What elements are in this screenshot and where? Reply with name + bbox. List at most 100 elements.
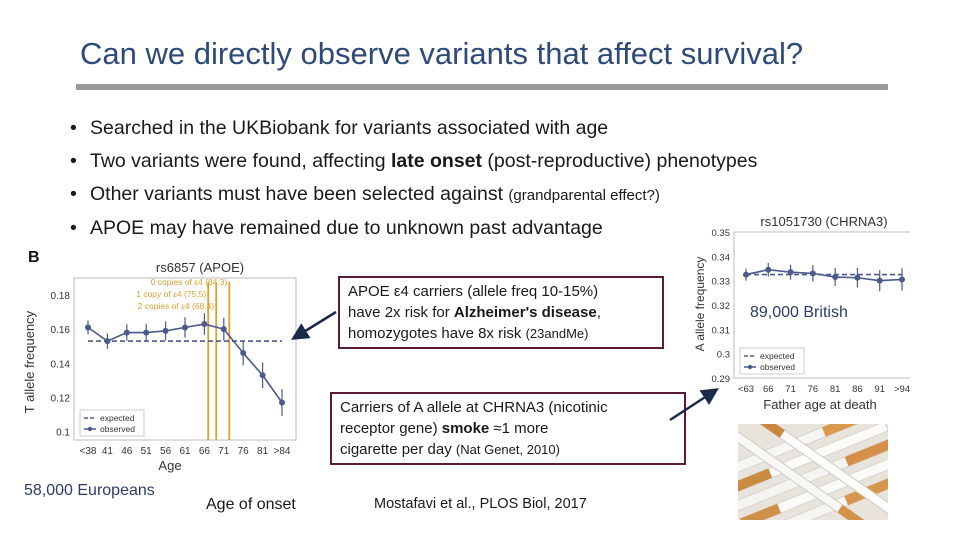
slide-title: Can we directly observe variants that af… xyxy=(80,36,804,71)
x-tick-label: >84 xyxy=(274,446,291,457)
annotation-label: 1 copy of ε4 (75.5) xyxy=(136,289,206,299)
callout-line: APOE ε4 carriers (allele freq 10-15%) xyxy=(348,283,599,300)
y-tick-label: 0.3 xyxy=(717,350,730,361)
y-tick-label: 0.31 xyxy=(712,325,731,336)
x-tick-label: 71 xyxy=(218,446,230,457)
y-tick-label: 0.14 xyxy=(51,359,71,370)
y-tick-label: 0.32 xyxy=(712,301,731,312)
annotation-label: 2 copies of ε4 (68.4) xyxy=(138,301,215,311)
data-point xyxy=(876,277,883,284)
bullet-text: APOE may have remained due to unknown pa… xyxy=(90,217,603,239)
data-point xyxy=(854,274,861,281)
y-tick-label: 0.33 xyxy=(712,277,731,288)
data-point xyxy=(259,372,266,379)
chrna3-chart: rs1051730 (CHRNA3) Father age at death A… xyxy=(693,214,910,412)
data-point xyxy=(85,324,91,331)
x-tick-label: >94 xyxy=(894,384,910,395)
callout-text: , xyxy=(596,304,601,321)
x-tick-label: 46 xyxy=(121,446,133,457)
y-tick-label: 0.29 xyxy=(712,374,731,385)
data-point xyxy=(765,266,772,273)
y-tick-label: 0.18 xyxy=(51,291,71,302)
callout-text: homozygotes have 8x risk xyxy=(348,325,526,342)
x-axis-label: Age xyxy=(158,458,181,473)
y-axis-label: A allele frequency xyxy=(693,257,707,352)
callout-line: homozygotes have 8x risk (23andMe) xyxy=(348,323,654,344)
x-tick-label: 76 xyxy=(808,384,819,395)
age-of-onset-label: Age of onset xyxy=(206,496,296,513)
data-point xyxy=(899,276,905,283)
y-tick-label: 0.34 xyxy=(712,252,731,263)
x-tick-label: <63 xyxy=(738,384,754,395)
legend-marker xyxy=(87,426,93,432)
x-tick-label: 56 xyxy=(160,446,172,457)
x-tick-label: 81 xyxy=(257,446,269,457)
bullet-item: Searched in the UKBiobank for variants a… xyxy=(70,112,757,145)
data-point xyxy=(809,270,816,277)
callout-line: have 2x risk for Alzheimer's disease, xyxy=(348,302,654,323)
legend-box xyxy=(79,409,145,437)
callout-text: ≈1 more xyxy=(489,420,549,437)
x-tick-label: <38 xyxy=(80,446,97,457)
legend-marker xyxy=(747,364,753,370)
cigarettes-photo-icon xyxy=(738,424,888,520)
chrna3-callout: Carriers of A allele at CHRNA3 (nicotini… xyxy=(330,392,686,465)
y-tick-label: 0.1 xyxy=(56,427,70,438)
x-tick-label: 86 xyxy=(852,384,863,395)
data-point xyxy=(832,274,839,281)
legend-box xyxy=(739,347,805,375)
bullet-text: Other variants must have been selected a… xyxy=(90,183,509,205)
bullet-item: Other variants must have been selected a… xyxy=(70,178,757,212)
callout-bold: Alzheimer's disease xyxy=(453,304,597,321)
x-tick-label: 51 xyxy=(141,446,153,457)
x-tick-label: 66 xyxy=(199,446,211,457)
legend-label: expected xyxy=(760,351,795,361)
y-tick-label: 0.16 xyxy=(51,325,71,336)
x-axis-label: Father age at death xyxy=(763,397,876,412)
bullet-bold: late onset xyxy=(390,150,483,172)
x-tick-label: 41 xyxy=(102,446,114,457)
callout-small: (23andMe) xyxy=(525,326,589,341)
observed-line xyxy=(745,268,903,282)
data-point xyxy=(162,327,169,334)
x-tick-label: 81 xyxy=(830,384,841,395)
bullet-item: Two variants were found, affecting late … xyxy=(70,145,757,178)
legend-label: expected xyxy=(100,413,135,423)
bullet-after: (post-reproductive) phenotypes xyxy=(482,150,758,172)
data-point xyxy=(201,321,208,328)
data-point xyxy=(743,271,749,278)
bullet-item: APOE may have remained due to unknown pa… xyxy=(70,212,757,245)
data-point xyxy=(240,350,247,357)
x-tick-label: 61 xyxy=(179,446,191,457)
data-point xyxy=(279,399,285,406)
data-point xyxy=(104,338,111,345)
x-tick-label: 66 xyxy=(763,384,774,395)
data-point xyxy=(182,324,188,331)
callout-text: receptor gene) xyxy=(340,420,442,437)
callout-bold: smoke xyxy=(441,420,490,437)
chart-title: rs6857 (APOE) xyxy=(156,260,244,275)
legend-label: observed xyxy=(100,424,135,434)
legend-label: observed xyxy=(760,362,795,372)
x-tick-label: 71 xyxy=(785,384,796,395)
europeans-label: 58,000 Europeans xyxy=(24,482,155,499)
y-tick-label: 0.12 xyxy=(51,393,71,404)
callout-line: cigarette per day (Nat Genet, 2010) xyxy=(340,439,676,460)
bullet-text: Two variants were found, affecting xyxy=(90,150,391,172)
citation: Mostafavi et al., PLOS Biol, 2017 xyxy=(374,496,587,512)
annotation-label: 0 copies of ε4 (84.3) xyxy=(151,277,228,287)
data-point xyxy=(123,329,130,336)
panel-label: B xyxy=(28,249,40,266)
apoe-chart: B rs6857 (APOE) Age T allele frequency 0… xyxy=(22,249,297,473)
data-point xyxy=(787,269,794,276)
data-point xyxy=(143,329,150,336)
apoe-callout: APOE ε4 carriers (allele freq 10-15%) ha… xyxy=(338,276,664,349)
callout-text: have 2x risk for xyxy=(348,304,454,321)
callout-line: Carriers of A allele at CHRNA3 (nicotini… xyxy=(340,399,608,416)
callout-line: receptor gene) smoke ≈1 more xyxy=(340,418,676,439)
bullet-small: (grandparental effect?) xyxy=(508,187,660,204)
callout-text: cigarette per day xyxy=(340,441,456,458)
callout-small: (Nat Genet, 2010) xyxy=(455,442,560,457)
data-point xyxy=(220,326,227,333)
x-tick-label: 91 xyxy=(874,384,885,395)
